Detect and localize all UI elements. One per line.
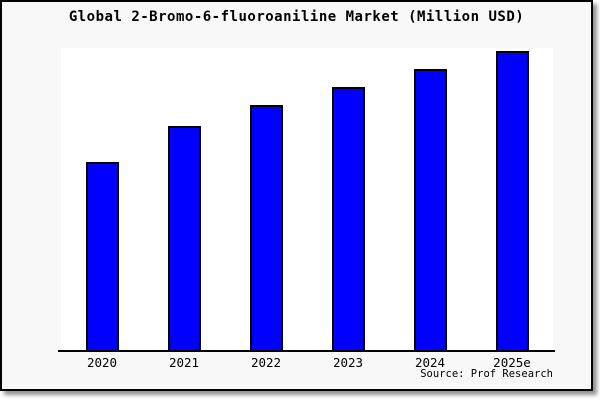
- bar-slot: [471, 48, 553, 350]
- x-tick-label-2020: 2020: [86, 355, 118, 370]
- x-axis-labels: 2020 2021 2022 2023 2024 2025e: [61, 355, 553, 370]
- x-tick-label-2025e: 2025e: [493, 355, 531, 370]
- x-tick-label-2024: 2024: [414, 355, 446, 370]
- bar-2022: [249, 104, 283, 350]
- x-axis-line: [58, 350, 555, 352]
- source-note: Source: Prof Research: [420, 368, 553, 380]
- bar-2021: [167, 125, 201, 350]
- x-tick-label-2021: 2021: [168, 355, 200, 370]
- bar-2024: [413, 68, 447, 350]
- bar-slot: [389, 48, 471, 350]
- chart-card: Global 2-Bromo-6-fluoroaniline Market (M…: [0, 0, 593, 391]
- bar-2020: [85, 161, 119, 350]
- bar-2023: [331, 86, 365, 350]
- x-tick-label-2023: 2023: [332, 355, 364, 370]
- bar-slot: [143, 48, 225, 350]
- bar-2025e: [495, 51, 529, 350]
- x-tick-label-2022: 2022: [250, 355, 282, 370]
- bar-slot: [61, 48, 143, 350]
- plot-area: [61, 48, 553, 350]
- chart-title: Global 2-Bromo-6-fluoroaniline Market (M…: [68, 9, 525, 25]
- bar-slot: [307, 48, 389, 350]
- bar-slot: [225, 48, 307, 350]
